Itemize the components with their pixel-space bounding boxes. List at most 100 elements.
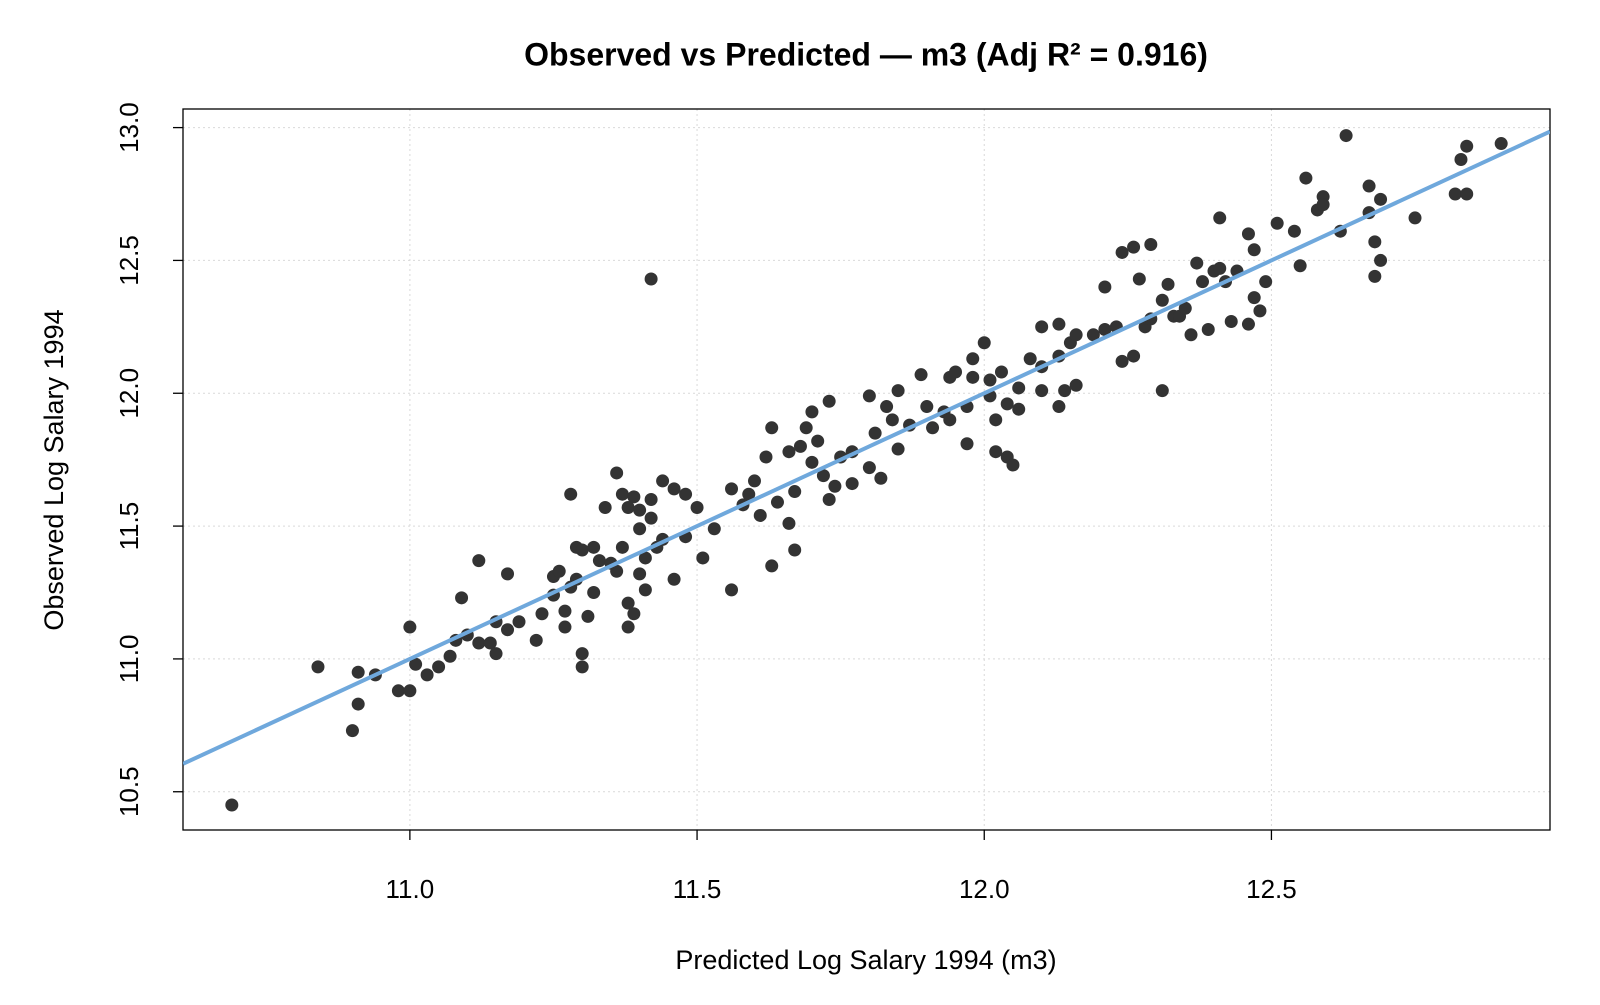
point <box>1299 171 1313 185</box>
point <box>409 657 423 671</box>
point <box>644 272 658 286</box>
point <box>862 461 876 475</box>
point <box>994 365 1008 379</box>
chart-title: Observed vs Predicted — m3 (Adj R² = 0.9… <box>524 36 1208 72</box>
point <box>472 554 486 568</box>
x-tick-label: 11.5 <box>673 874 722 904</box>
point <box>1374 192 1388 206</box>
point <box>1178 301 1192 315</box>
point <box>432 660 446 674</box>
point <box>1339 129 1353 143</box>
point <box>1374 253 1388 267</box>
point <box>920 400 934 414</box>
point <box>1368 269 1382 283</box>
point <box>610 564 624 578</box>
point <box>788 485 802 499</box>
point <box>753 508 767 522</box>
point <box>615 487 629 501</box>
fit-line-group <box>183 129 1550 766</box>
point <box>1270 216 1284 230</box>
point <box>1196 275 1210 289</box>
point <box>966 352 980 366</box>
point <box>1086 328 1100 342</box>
point <box>644 493 658 507</box>
point <box>828 479 842 493</box>
point <box>845 477 859 491</box>
point <box>770 495 784 509</box>
plot-frame <box>182 108 1551 831</box>
x-tick-label: 11.0 <box>386 874 435 904</box>
point <box>1127 349 1141 363</box>
point <box>1132 272 1146 286</box>
point <box>621 596 635 610</box>
point <box>989 413 1003 427</box>
point <box>725 583 739 597</box>
point <box>977 336 991 350</box>
point <box>564 487 578 501</box>
point <box>805 455 819 469</box>
point <box>793 439 807 453</box>
point <box>943 413 957 427</box>
point <box>345 724 359 738</box>
point <box>914 368 928 382</box>
point <box>501 623 515 637</box>
point <box>1408 211 1422 225</box>
point <box>403 620 417 634</box>
point <box>667 482 681 496</box>
point <box>1190 256 1204 270</box>
point <box>765 559 779 573</box>
point <box>1213 261 1227 275</box>
point <box>891 384 905 398</box>
point <box>472 636 486 650</box>
point <box>707 522 721 536</box>
point <box>420 668 434 682</box>
point <box>966 370 980 384</box>
y-axis-label: Observed Log Salary 1994 <box>39 309 69 630</box>
point <box>1454 152 1468 166</box>
y-tick-label: 10.5 <box>114 766 144 817</box>
point <box>633 567 647 581</box>
point <box>1115 354 1129 368</box>
point <box>679 487 693 501</box>
point <box>747 474 761 488</box>
point <box>581 609 595 623</box>
point <box>874 471 888 485</box>
point <box>592 554 606 568</box>
point <box>575 543 589 557</box>
point <box>759 450 773 464</box>
point <box>1000 397 1014 411</box>
y-tick-label: 11.0 <box>114 635 144 684</box>
point <box>1012 381 1026 395</box>
point <box>512 615 526 629</box>
point <box>949 365 963 379</box>
point <box>782 516 796 530</box>
point <box>1460 187 1474 201</box>
point <box>1362 179 1376 193</box>
point <box>696 551 710 565</box>
point <box>805 405 819 419</box>
point <box>615 540 629 554</box>
point <box>1069 328 1083 342</box>
point <box>610 466 624 480</box>
x-tick-label: 12.0 <box>959 874 1010 904</box>
y-tick-label: 11.5 <box>114 502 144 551</box>
point <box>633 503 647 517</box>
fit-line <box>183 129 1550 766</box>
point <box>311 660 325 674</box>
point <box>1012 402 1026 416</box>
point <box>575 647 589 661</box>
point <box>1098 280 1112 294</box>
point <box>1259 275 1273 289</box>
point <box>1006 458 1020 472</box>
point <box>868 426 882 440</box>
point <box>656 474 670 488</box>
point <box>1144 237 1158 251</box>
point <box>983 373 997 387</box>
point <box>742 487 756 501</box>
point <box>891 442 905 456</box>
point <box>1213 211 1227 225</box>
point <box>1287 224 1301 238</box>
point <box>638 551 652 565</box>
point <box>1224 315 1238 329</box>
